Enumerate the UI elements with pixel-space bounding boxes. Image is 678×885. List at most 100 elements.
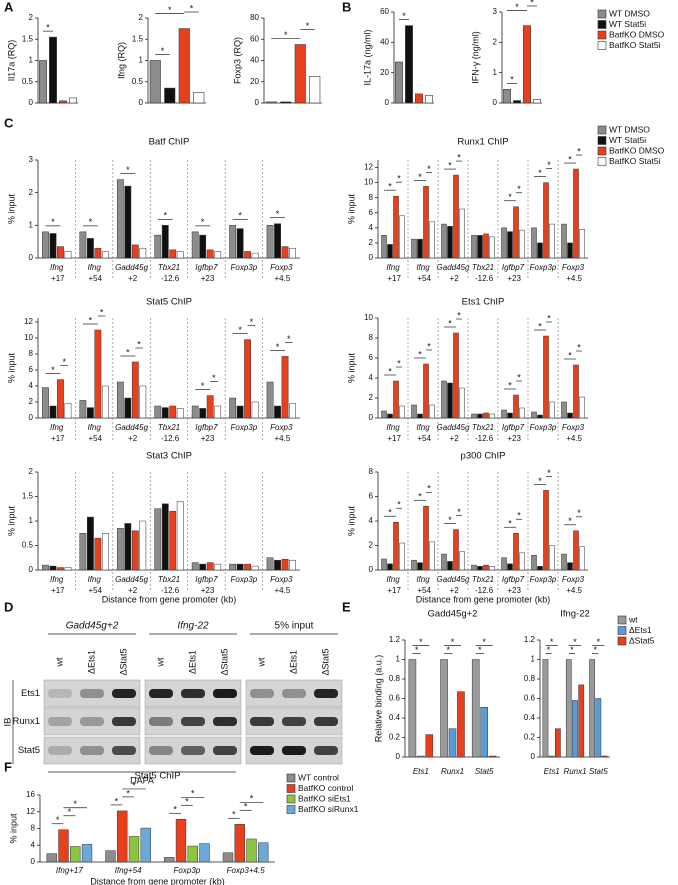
bar xyxy=(154,405,162,419)
y-axis-label: % input xyxy=(8,813,18,844)
bar xyxy=(595,698,602,758)
bar xyxy=(429,221,435,259)
bar xyxy=(543,490,549,571)
y-tick-label: 0.4 xyxy=(389,713,401,722)
x-tick-label: Foxp3 +4.5 xyxy=(562,423,585,443)
significance-star: * xyxy=(89,315,93,325)
significance-star: * xyxy=(547,313,551,323)
significance-star: * xyxy=(457,152,461,162)
significance-star: * xyxy=(568,350,572,360)
bar xyxy=(57,379,64,419)
y-tick-label: 60 xyxy=(250,34,259,43)
significance-star: * xyxy=(126,788,130,798)
y-axis-label: Foxp3 (RQ) xyxy=(232,37,242,84)
blot-band xyxy=(80,746,104,755)
significance-star: * xyxy=(530,0,534,7)
bar xyxy=(251,252,259,259)
panel-label: E xyxy=(342,599,351,614)
bar xyxy=(417,755,425,758)
bar xyxy=(579,229,585,259)
x-tick-label: Igfbp7 +23 xyxy=(502,263,525,283)
x-tick-label: Gadd45g +2 xyxy=(437,575,470,595)
bar xyxy=(280,101,292,104)
y-tick-label: 0 xyxy=(29,565,34,574)
blot-band xyxy=(282,689,306,698)
bar xyxy=(199,408,207,419)
blot-band xyxy=(314,746,338,755)
bar xyxy=(175,819,187,863)
bar xyxy=(579,546,585,571)
significance-star: * xyxy=(100,307,104,317)
bar xyxy=(393,380,399,419)
x-tick-label: Tbx21 -12.6 xyxy=(472,423,494,443)
significance-star: * xyxy=(185,797,189,807)
y-tick-label: 1 xyxy=(29,516,34,525)
chart-title: p300 ChIP xyxy=(461,451,506,462)
bar xyxy=(489,566,495,571)
bar xyxy=(69,97,77,104)
x-tick-label: Runx1 xyxy=(563,767,586,776)
bar xyxy=(131,244,139,259)
bar xyxy=(214,251,222,259)
bar xyxy=(164,87,176,104)
bar xyxy=(176,251,184,259)
significance-star: * xyxy=(547,468,551,478)
significance-star: * xyxy=(388,508,392,518)
bar xyxy=(140,827,151,863)
significance-star: * xyxy=(415,645,419,655)
bar xyxy=(79,400,87,419)
y-tick-label: 1.2 xyxy=(524,635,536,644)
legend-swatch xyxy=(617,636,627,646)
bar xyxy=(399,215,405,259)
bar xyxy=(519,552,525,571)
significance-star: * xyxy=(427,164,431,174)
y-tick-label: 6 xyxy=(369,492,374,501)
legend-label: BatfKO DMSO xyxy=(609,29,665,39)
bar xyxy=(549,401,555,419)
blot-row-label: Stat5 xyxy=(18,745,40,756)
bar xyxy=(471,235,477,259)
legend-swatch xyxy=(286,784,296,793)
bar xyxy=(81,844,93,863)
bar xyxy=(453,529,459,571)
blot-band xyxy=(250,746,274,755)
legend-swatch xyxy=(617,626,627,635)
x-tick-label: Gadd45g +2 xyxy=(115,263,148,283)
blot-lane-label: wt xyxy=(256,657,266,667)
bar xyxy=(94,537,102,571)
bar xyxy=(214,405,222,419)
y-tick-label: 1.5 xyxy=(22,492,34,501)
blot-band xyxy=(213,746,237,755)
bar xyxy=(251,401,259,419)
significance-star: * xyxy=(418,172,422,182)
x-tick-label: Ets1 xyxy=(413,767,429,776)
x-tick-label: Foxp3p xyxy=(530,575,557,584)
blot-band xyxy=(149,746,173,755)
bar xyxy=(561,401,567,419)
bar xyxy=(601,755,608,758)
x-tick-label: Ifng +17 xyxy=(49,263,65,283)
x-tick-label: Foxp3p xyxy=(174,866,201,875)
x-axis-label: Distance from gene promoter (kb) xyxy=(416,594,551,604)
blot-band xyxy=(149,717,173,726)
y-tick-label: 8 xyxy=(369,193,374,202)
bar xyxy=(161,225,169,259)
y-tick-label: 0 xyxy=(139,98,144,107)
significance-star: * xyxy=(478,645,482,655)
bar xyxy=(519,407,525,419)
x-tick-label: Ifng +54 xyxy=(86,423,102,443)
blot-band xyxy=(181,689,205,698)
bar xyxy=(101,385,109,419)
x-tick-label: Ifng +54 xyxy=(86,575,102,595)
bar xyxy=(244,339,251,419)
x-tick-label: Foxp3 +4.5 xyxy=(270,423,293,443)
bar xyxy=(393,195,399,259)
x-tick-label: Tbx21 -12.6 xyxy=(472,575,494,595)
x-tick-label: Gadd45g +2 xyxy=(437,423,470,443)
bar xyxy=(567,412,573,419)
bar xyxy=(191,231,199,259)
y-tick-label: 1 xyxy=(29,220,34,229)
significance-star: * xyxy=(577,146,581,156)
legend-swatch xyxy=(597,125,607,135)
